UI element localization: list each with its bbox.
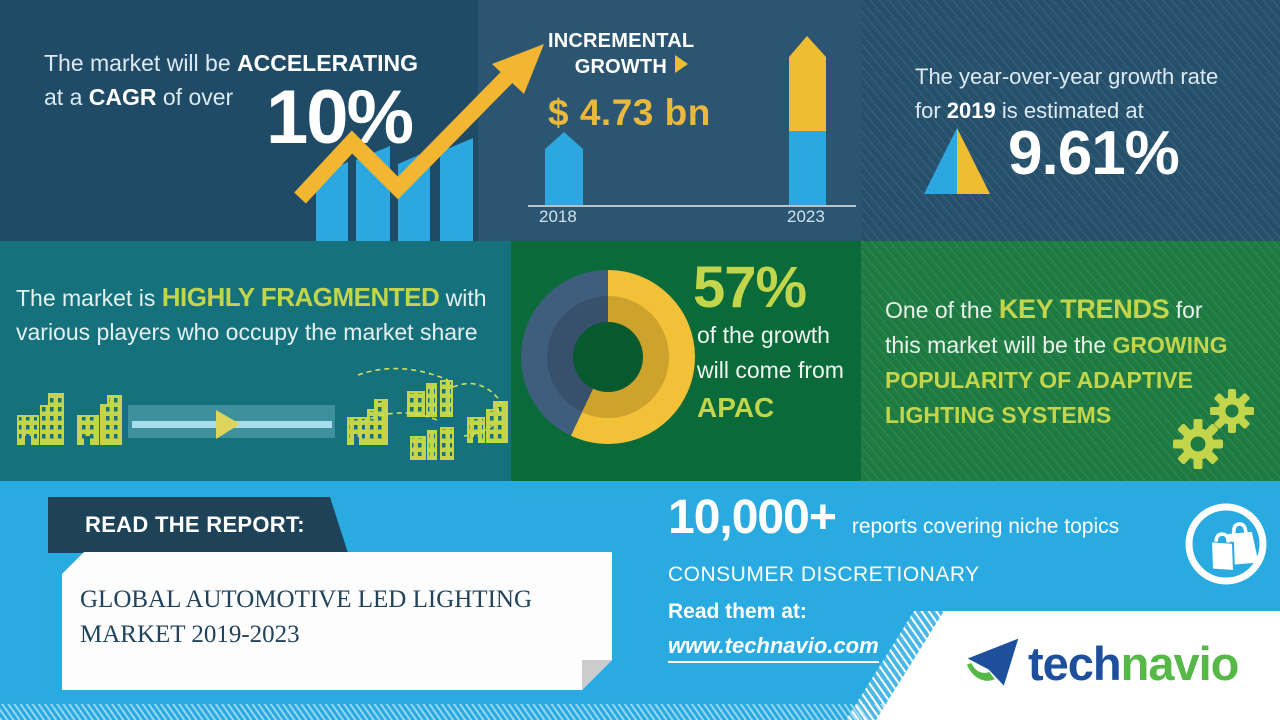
trends-accent1: KEY TRENDS [998, 294, 1170, 324]
logo-tech-text: tech [1028, 636, 1122, 690]
yoy-text2: for [915, 98, 947, 123]
buildings-illustration [17, 367, 508, 460]
panel-key-trends [861, 241, 1280, 481]
panel-cagr: The market will be ACCELERATING at a CAG… [0, 0, 478, 241]
cagr-label: CAGR [88, 84, 157, 110]
incremental-growth-value: $ 4.73 bn [548, 92, 711, 133]
yoy-value: 9.61% [1008, 119, 1180, 188]
gears-icon [1173, 389, 1254, 469]
reports-description: reports covering niche topics [851, 515, 1120, 538]
read-report-banner: READ THE REPORT: [48, 497, 348, 553]
trend-bar-chart-icon [294, 44, 544, 241]
line-arrow-icon [216, 410, 240, 439]
incremental-line1: INCREMENTAL [548, 30, 695, 52]
reports-count-line: 10,000+ reports covering niche topics [668, 490, 1119, 545]
yoy-text3: is estimated at [995, 98, 1144, 123]
read-report-label: READ THE REPORT: [85, 512, 305, 537]
growth-direction-icon [675, 55, 688, 73]
apac-value: 57% [693, 255, 807, 320]
fragmented-text2: with various players who occupy the mark… [16, 285, 487, 345]
apac-donut-hole [573, 322, 643, 392]
yoy-statement: The year-over-year growth rate for 2019 … [915, 60, 1245, 128]
fragmented-text1: The market is [16, 285, 162, 311]
panel-yoy-growth [861, 0, 1280, 241]
logo-navio-text: navio [1120, 636, 1240, 690]
technavio-url-link[interactable]: www.technavio.com [668, 633, 879, 663]
trends-accent2: GROWING POPULARITY OF ADAPTIVE LIGHTING … [885, 332, 1228, 428]
growth-triangle-icon [924, 128, 990, 194]
fragmented-accent: HIGHLY FRAGMENTED [161, 282, 440, 312]
apac-text1: of the growth [697, 322, 830, 348]
trends-statement: One of the KEY TRENDS for this market wi… [885, 292, 1235, 433]
report-title: GLOBAL AUTOMOTIVE LED LIGHTING MARKET 20… [80, 586, 533, 648]
cagr-text2: at a [44, 84, 89, 110]
apac-text2: will come from [697, 357, 844, 383]
cagr-accelerating: ACCELERATING [237, 50, 419, 76]
trends-text2: for this market will be the [885, 297, 1203, 358]
yoy-year: 2019 [946, 98, 996, 123]
bottom-stripe-texture [0, 704, 1280, 720]
technavio-wordmark: technavio [1028, 636, 1240, 690]
cagr-statement: The market will be ACCELERATING at a CAG… [44, 46, 444, 114]
shopping-bags-icon [1185, 503, 1267, 585]
yoy-text1: The year-over-year growth rate [915, 64, 1219, 89]
apac-region-label: APAC [697, 392, 775, 423]
trends-text1: One of the [885, 297, 999, 323]
bar-label-2018: 2018 [539, 207, 577, 226]
fragmented-statement: The market is HIGHLY FRAGMENTED with var… [16, 280, 494, 349]
incremental-line2: GROWTH [574, 56, 667, 78]
cagr-text3: of over [156, 84, 234, 110]
incremental-growth-title: INCREMENTAL GROWTH [548, 28, 694, 80]
read-them-at-label: Read them at: [668, 600, 807, 623]
cagr-text: The market will be [44, 50, 238, 76]
incremental-growth-chart [528, 36, 856, 207]
logo-panel: technavio [876, 611, 1280, 720]
bar-label-2023: 2023 [787, 207, 825, 226]
reports-count: 10,000+ [668, 491, 837, 544]
category-label: CONSUMER DISCRETIONARY [668, 563, 980, 586]
technavio-logo: technavio [964, 635, 1240, 691]
technavio-logo-icon [966, 638, 1019, 686]
report-card: GLOBAL AUTOMOTIVE LED LIGHTING MARKET 20… [62, 552, 612, 690]
